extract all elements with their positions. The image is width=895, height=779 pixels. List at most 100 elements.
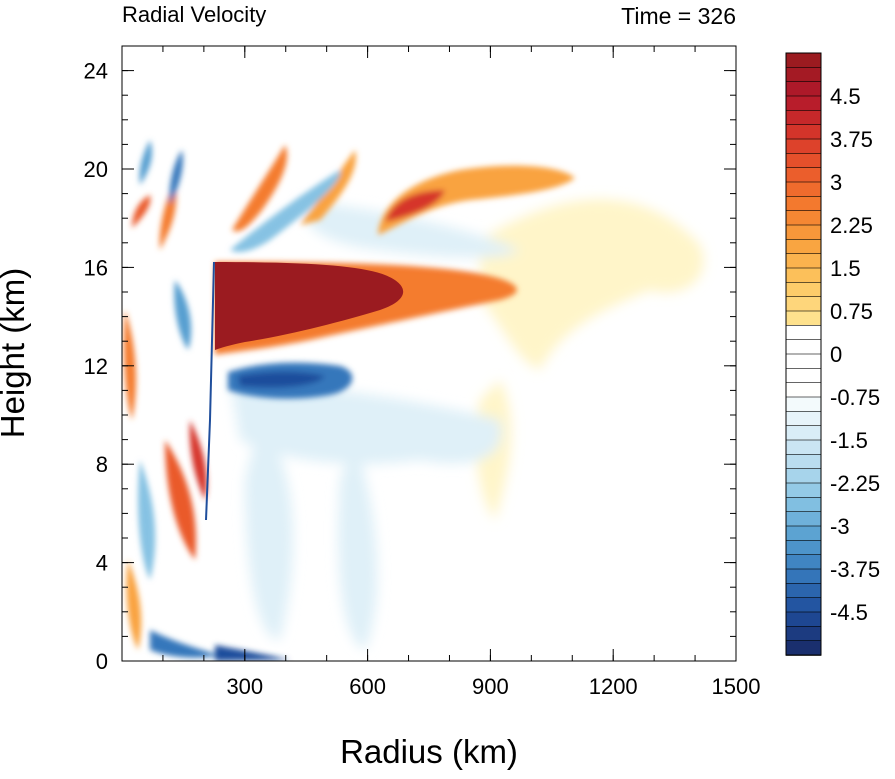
colorbar-cell xyxy=(785,210,822,226)
chart-title-left: Radial Velocity xyxy=(122,2,266,27)
colorbar-label: 3 xyxy=(830,170,842,195)
colorbar-cell xyxy=(785,267,822,284)
inner-positive-1 xyxy=(132,195,151,228)
colorbar-label: -2.25 xyxy=(830,471,880,496)
colorbar-cell xyxy=(785,124,822,140)
colorbar-cell xyxy=(785,468,822,484)
colorbar-label: 3.75 xyxy=(830,127,873,152)
colorbar-cell xyxy=(785,554,822,570)
colorbar-cell xyxy=(785,181,822,198)
weak-negative-column xyxy=(245,420,294,640)
plot-border xyxy=(121,45,737,662)
colorbar-label: -0.75 xyxy=(830,385,880,410)
upper-positive-band xyxy=(378,165,575,235)
colorbar-cell xyxy=(785,224,822,241)
colorbar-cell xyxy=(785,253,822,269)
axes: 300 600 900 1200 1500 0 4 8 12 16 20 24 xyxy=(84,45,761,699)
y-tick-label: 4 xyxy=(96,551,108,576)
colorbar-cell xyxy=(785,396,822,413)
colorbar-cell xyxy=(785,339,822,355)
colorbar-cell xyxy=(785,439,822,456)
y-tick-label: 20 xyxy=(84,157,108,182)
colorbar-cell xyxy=(785,296,822,312)
y-tick-label: 24 xyxy=(84,59,108,84)
colorbar-cell xyxy=(785,454,822,470)
colorbar-cell xyxy=(785,640,822,656)
bottom-negative-strip xyxy=(215,645,290,661)
plot-area xyxy=(122,46,736,661)
x-tick-label: 300 xyxy=(226,674,263,699)
colorbar-cell xyxy=(785,353,822,370)
colorbar-cell xyxy=(785,81,822,97)
colorbar-cell xyxy=(785,568,822,585)
upper-positive-band-core xyxy=(385,190,445,222)
colorbar-label: 1.5 xyxy=(830,256,861,281)
weak-negative-upper xyxy=(300,200,520,258)
colorbar-border xyxy=(785,52,822,656)
colorbar-label: 0.75 xyxy=(830,299,873,324)
y-axis-label: Height (km) xyxy=(0,268,31,439)
colorbar-cell xyxy=(785,611,822,628)
x-axis-label: Radius (km) xyxy=(340,733,518,770)
colorbar-label: -1.5 xyxy=(830,428,868,453)
colorbar-cell xyxy=(785,626,822,642)
colorbar-cell xyxy=(785,325,822,341)
colorbar-cell xyxy=(785,511,822,527)
colorbar-cell xyxy=(785,368,822,384)
chart-title-right: Time = 326 xyxy=(621,3,736,29)
colorbar: 4.5 3.75 3 2.25 1.5 0.75 0 -0.75 -1.5 -2.25 -3 -3.7… xyxy=(785,52,880,656)
diagonal-streak-neg xyxy=(230,170,341,252)
colorbar-cell xyxy=(785,196,822,212)
colorbar-cell xyxy=(785,310,822,327)
colorbar-cell xyxy=(785,482,822,499)
velocity-field xyxy=(123,140,704,661)
colorbar-label: 4.5 xyxy=(830,84,861,109)
x-tick-label: 1200 xyxy=(589,674,638,699)
colorbar-cell xyxy=(785,525,822,542)
colorbar-cell xyxy=(785,167,822,183)
x-tick-label: 600 xyxy=(349,674,386,699)
colorbar-cell xyxy=(785,282,822,298)
colorbar-cell xyxy=(785,411,822,427)
y-tick-label: 8 xyxy=(96,452,108,477)
colorbar-cell xyxy=(785,382,822,398)
colorbar-cell xyxy=(785,583,822,599)
diagonal-streak-1 xyxy=(232,145,288,232)
colorbar-label: -3.75 xyxy=(830,557,880,582)
inner-negative-3 xyxy=(138,460,156,580)
weak-negative-column-2 xyxy=(338,440,378,650)
y-tick-label: 12 xyxy=(84,354,108,379)
y-tick-label: 16 xyxy=(84,255,108,280)
eyewall-line xyxy=(205,261,215,521)
colorbar-cell xyxy=(785,110,822,126)
colorbar-label: 0 xyxy=(830,342,842,367)
colorbar-cell xyxy=(785,52,822,69)
weak-negative-lower xyxy=(230,380,502,464)
y-tick-label: 0 xyxy=(96,649,108,674)
colorbar-cell xyxy=(785,67,822,83)
inner-negative-1 xyxy=(169,150,183,205)
colorbar-cell xyxy=(785,153,822,169)
inner-negative-2 xyxy=(139,140,152,185)
inner-positive-6 xyxy=(126,560,142,650)
outflow-max xyxy=(215,262,404,350)
field-moderate-layer xyxy=(123,140,575,661)
colorbar-cell xyxy=(785,138,822,155)
diagonal-streak-2 xyxy=(300,150,356,225)
colorbar-cell xyxy=(785,540,822,556)
x-tick-label: 1500 xyxy=(712,674,761,699)
inner-positive-3 xyxy=(123,310,136,420)
colorbar-cell xyxy=(785,597,822,613)
colorbar-cell xyxy=(785,425,822,441)
colorbar-cell xyxy=(785,239,822,255)
x-tick-label: 900 xyxy=(472,674,509,699)
weak-positive-upper xyxy=(480,199,704,370)
outflow-core xyxy=(205,261,517,521)
inner-negative-5 xyxy=(150,630,220,658)
inner-positive-5 xyxy=(189,420,207,500)
inner-negative-4 xyxy=(174,280,192,350)
field-weak-layer xyxy=(230,199,704,650)
colorbar-label: 2.25 xyxy=(830,213,873,238)
colorbar-cell xyxy=(785,95,822,112)
